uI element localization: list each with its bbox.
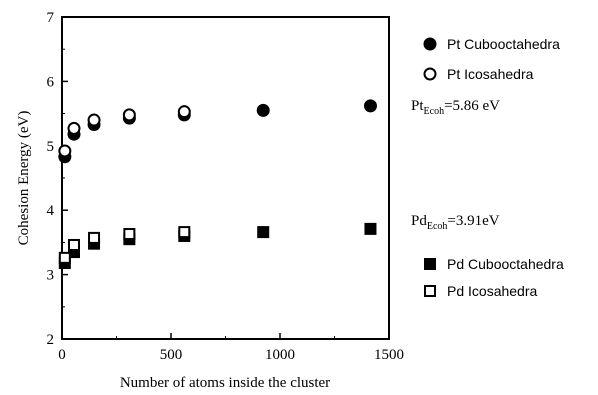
point-pd-cubooctahedra <box>257 226 270 239</box>
x-tick-label: 0 <box>58 347 66 363</box>
x-ticks: 0 500 1000 1500 <box>58 333 404 363</box>
point-pd-icosahedra <box>67 238 80 251</box>
y-axis-label: Cohesion Energy (eV) <box>16 111 32 246</box>
legend-label-pt-icosahedra: Pt Icosahedra <box>447 66 534 82</box>
y-ticks: 2 3 4 5 6 7 <box>47 10 68 348</box>
x-tick-label: 1500 <box>374 347 404 363</box>
annotation-pt-value: =5.86 eV <box>444 98 500 114</box>
y-tick-label: 5 <box>47 139 55 155</box>
point-pt-cubooctahedra <box>363 99 377 113</box>
point-pt-icosahedra <box>87 113 101 127</box>
y-tick-label: 2 <box>47 332 55 348</box>
annotation-pd-value: =3.91eV <box>447 213 499 229</box>
annotation-pd-main: Pd <box>411 213 427 229</box>
y-tick-label: 7 <box>47 10 55 26</box>
point-pd-icosahedra <box>58 251 71 264</box>
legend-label-pd-cubooctahedra: Pd Cubooctahedra <box>447 256 564 272</box>
legend-marker-pt-icosahedra <box>423 67 437 81</box>
y-tick-label: 3 <box>47 268 55 284</box>
point-pd-icosahedra <box>88 231 101 244</box>
annotation-pt-sub: Ecoh <box>424 106 445 117</box>
annotation-pd-sub: Ecoh <box>427 221 448 232</box>
legend-label-pt-cubooctahedra: Pt Cubooctahedra <box>447 36 560 52</box>
data-points <box>58 99 377 270</box>
legend-marker-pt-cubooctahedra <box>423 37 437 51</box>
plot-frame <box>61 16 390 340</box>
y-tick-label: 4 <box>47 203 55 219</box>
point-pt-cubooctahedra <box>256 103 270 117</box>
point-pt-icosahedra <box>58 144 72 158</box>
annotation-pt-ecoh: PtEcoh=5.86 eV <box>411 98 500 117</box>
x-tick-label: 500 <box>160 347 183 363</box>
point-pd-cubooctahedra <box>364 222 377 235</box>
y-tick-label: 6 <box>47 74 55 90</box>
legend-marker-pd-cubooctahedra <box>424 258 436 270</box>
x-tick-label: 1000 <box>265 347 295 363</box>
point-pt-icosahedra <box>177 105 191 119</box>
legend-marker-pd-icosahedra <box>424 285 436 297</box>
legend-label-pd-icosahedra: Pd Icosahedra <box>447 283 537 299</box>
point-pd-icosahedra <box>123 228 136 241</box>
annotation-pt-main: Pt <box>411 98 424 114</box>
annotation-pd-ecoh: PdEcoh=3.91eV <box>411 213 500 232</box>
legend: Pt Cubooctahedra Pt Icosahedra Pd Cuboocta… <box>423 36 564 299</box>
point-pt-icosahedra <box>122 108 136 122</box>
point-pd-icosahedra <box>178 226 191 239</box>
x-axis-label: Number of atoms inside the cluster <box>120 375 330 391</box>
point-pt-icosahedra <box>67 121 81 135</box>
